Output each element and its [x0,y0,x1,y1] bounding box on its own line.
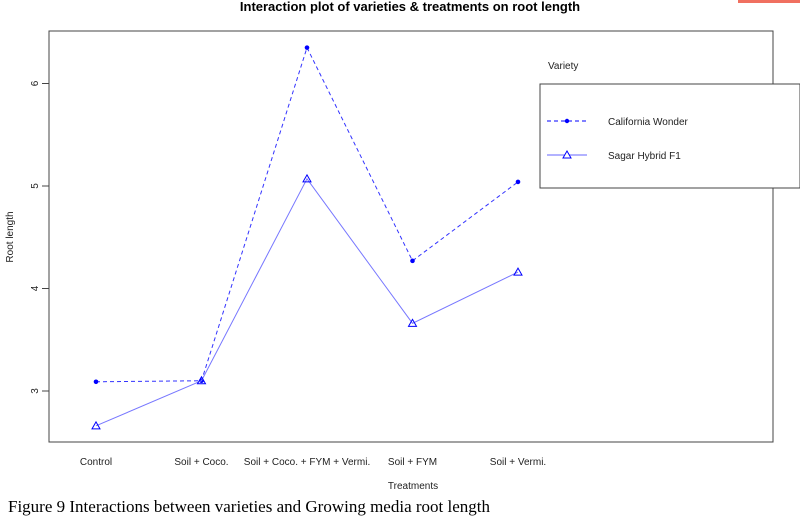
corner-decoration [738,0,800,3]
y-axis-label: Root length [5,211,16,262]
data-point-california-wonder [304,45,310,50]
legend-label-sagar-hybrid: Sagar Hybrid F1 [608,151,681,162]
data-point-sagar-hybrid [302,173,312,183]
legend: California Wonder Sagar Hybrid F1 [539,83,800,189]
series-group [91,45,523,430]
x-tick-label: Soil + Vermi. [490,457,546,468]
x-tick-label: Soil + Coco. [174,457,228,468]
legend-marker-sagar-hybrid [562,149,572,159]
y-tick-label: 5 [30,183,41,189]
x-axis-label: Treatments [388,481,438,492]
data-point-sagar-hybrid [513,267,523,276]
y-axis: 3 4 5 6 [30,80,49,394]
x-tick-label: Soil + FYM [388,457,437,468]
data-point-california-wonder [410,258,415,264]
data-point-sagar-hybrid [196,375,207,385]
series-line-1 [95,177,519,427]
y-tick-label: 3 [30,388,41,394]
series-line-0 [95,46,519,383]
y-tick-label: 6 [30,80,41,86]
legend-box [539,83,800,189]
data-point-california-wonder [93,379,99,385]
figure-caption: Figure 9 Interactions between varieties … [8,497,490,516]
x-tick-label: Control [80,457,112,468]
legend-label-california-wonder: California Wonder [608,117,689,128]
legend-marker-california-wonder [564,118,570,124]
x-axis: Control Soil + Coco. Soil + Coco. + FYM + … [80,457,546,468]
legend-title: Variety [548,61,578,72]
data-point-california-wonder [515,179,521,185]
data-point-sagar-hybrid [91,420,101,430]
data-point-sagar-hybrid [407,318,418,327]
y-tick-label: 4 [30,285,41,291]
chart-title: Interaction plot of varieties & treatmen… [240,0,580,14]
plot-frame [48,30,774,443]
x-tick-label: Soil + Coco. + FYM + Vermi. [244,457,370,468]
